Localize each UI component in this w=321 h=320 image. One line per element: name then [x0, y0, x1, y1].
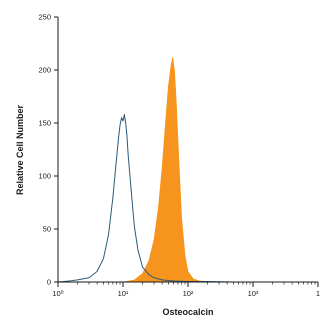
y-tick-label-0: 0	[47, 278, 51, 287]
x-tick-label-2: 10²	[183, 289, 194, 298]
y-tick-label-250: 250	[38, 13, 51, 22]
y-axis-title: Relative Cell Number	[15, 104, 25, 195]
x-tick-label-4: 1	[316, 289, 320, 298]
series-0-outline-histogram	[57, 114, 318, 283]
x-axis-title: Osteocalcin	[162, 307, 213, 317]
y-tick-label-150: 150	[38, 119, 51, 128]
x-tick-label-1: 10¹	[118, 289, 129, 298]
series-1-filled-histogram	[58, 57, 318, 283]
y-tick-label-200: 200	[38, 66, 51, 75]
x-tick-label-0: 10⁰	[52, 289, 63, 298]
x-tick-label-3: 10³	[248, 289, 259, 298]
plot-area	[57, 57, 318, 283]
y-tick-label-100: 100	[38, 172, 51, 181]
axes: 0 50 100 150 200 250 10⁰ 10¹ 10² 10³ 1	[38, 13, 320, 298]
y-tick-label-50: 50	[43, 225, 51, 234]
